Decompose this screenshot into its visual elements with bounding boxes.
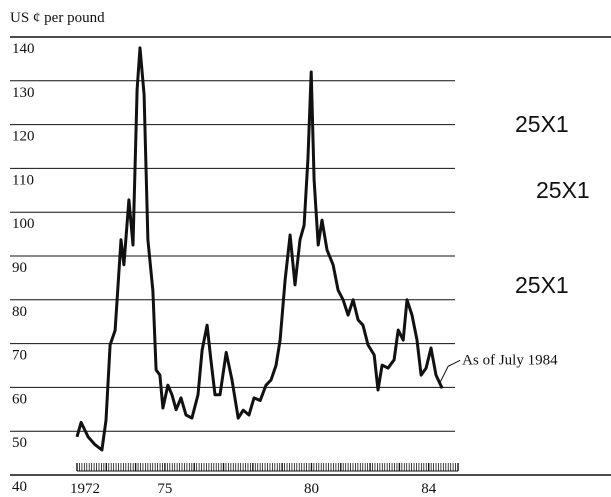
y-tick-label: 40 — [12, 479, 27, 495]
price-line — [75, 46, 444, 452]
stamp: 25X1 — [515, 272, 569, 298]
y-axis-label: US ¢ per pound — [10, 10, 105, 26]
annotation-leader — [439, 359, 461, 383]
y-tick-label: 70 — [12, 348, 27, 364]
y-tick-label: 60 — [12, 391, 27, 407]
stamp: 25X1 — [515, 111, 569, 137]
x-tick-label: 1972 — [70, 481, 100, 497]
y-tick-label: 90 — [12, 260, 27, 276]
y-tick-label: 110 — [12, 172, 34, 188]
x-tick-label: 80 — [304, 481, 319, 497]
y-tick-label: 50 — [12, 435, 27, 451]
y-tick-label: 130 — [12, 85, 35, 101]
stamp: 25X1 — [536, 177, 590, 203]
y-tick-label: 120 — [12, 129, 35, 145]
annotation: As of July 1984 — [462, 352, 558, 368]
x-tick-label: 75 — [157, 481, 172, 497]
y-tick-label: 80 — [12, 304, 27, 320]
y-tick-label: 100 — [12, 216, 35, 232]
y-tick-label: 140 — [12, 41, 35, 57]
x-tick-label: 84 — [421, 481, 437, 497]
